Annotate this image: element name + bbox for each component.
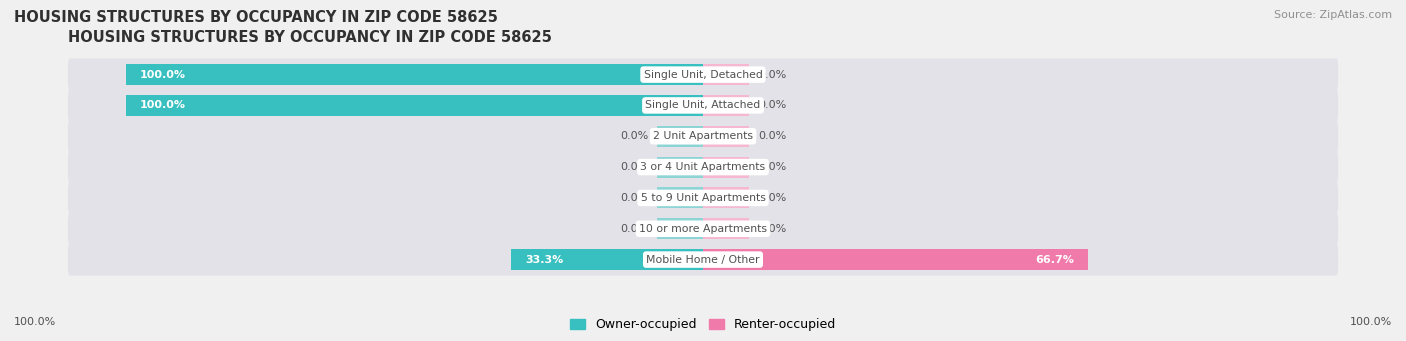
- FancyBboxPatch shape: [67, 151, 1339, 183]
- Bar: [703, 64, 749, 85]
- Text: 66.7%: 66.7%: [1035, 255, 1074, 265]
- Bar: [703, 249, 1088, 270]
- Text: Mobile Home / Other: Mobile Home / Other: [647, 255, 759, 265]
- Text: 100.0%: 100.0%: [141, 101, 186, 110]
- Text: 0.0%: 0.0%: [758, 101, 786, 110]
- Bar: [703, 95, 749, 116]
- FancyBboxPatch shape: [67, 89, 1339, 121]
- FancyBboxPatch shape: [67, 182, 1339, 214]
- Legend: Owner-occupied, Renter-occupied: Owner-occupied, Renter-occupied: [565, 313, 841, 336]
- Bar: [703, 218, 749, 239]
- Text: 0.0%: 0.0%: [620, 224, 648, 234]
- Bar: [703, 126, 749, 147]
- Text: HOUSING STRUCTURES BY OCCUPANCY IN ZIP CODE 58625: HOUSING STRUCTURES BY OCCUPANCY IN ZIP C…: [67, 30, 551, 45]
- Text: 0.0%: 0.0%: [758, 224, 786, 234]
- Text: Source: ZipAtlas.com: Source: ZipAtlas.com: [1274, 10, 1392, 20]
- Text: 0.0%: 0.0%: [620, 162, 648, 172]
- Text: 0.0%: 0.0%: [620, 193, 648, 203]
- Text: 100.0%: 100.0%: [14, 317, 56, 327]
- Text: 100.0%: 100.0%: [141, 70, 186, 79]
- FancyBboxPatch shape: [67, 120, 1339, 152]
- Text: Single Unit, Attached: Single Unit, Attached: [645, 101, 761, 110]
- Text: HOUSING STRUCTURES BY OCCUPANCY IN ZIP CODE 58625: HOUSING STRUCTURES BY OCCUPANCY IN ZIP C…: [14, 10, 498, 25]
- Text: 0.0%: 0.0%: [758, 162, 786, 172]
- Text: 33.3%: 33.3%: [526, 255, 564, 265]
- Text: 5 to 9 Unit Apartments: 5 to 9 Unit Apartments: [641, 193, 765, 203]
- Bar: [510, 249, 703, 270]
- Text: 2 Unit Apartments: 2 Unit Apartments: [652, 131, 754, 141]
- Bar: [125, 64, 703, 85]
- Bar: [657, 157, 703, 178]
- Bar: [657, 126, 703, 147]
- Text: 0.0%: 0.0%: [758, 193, 786, 203]
- Text: 3 or 4 Unit Apartments: 3 or 4 Unit Apartments: [641, 162, 765, 172]
- FancyBboxPatch shape: [67, 243, 1339, 276]
- Bar: [703, 157, 749, 178]
- Text: Single Unit, Detached: Single Unit, Detached: [644, 70, 762, 79]
- Text: 0.0%: 0.0%: [758, 70, 786, 79]
- Text: 0.0%: 0.0%: [620, 131, 648, 141]
- Bar: [125, 95, 703, 116]
- Bar: [703, 188, 749, 208]
- Text: 100.0%: 100.0%: [1350, 317, 1392, 327]
- Bar: [657, 188, 703, 208]
- Bar: [657, 218, 703, 239]
- Text: 10 or more Apartments: 10 or more Apartments: [638, 224, 768, 234]
- Text: 0.0%: 0.0%: [758, 131, 786, 141]
- FancyBboxPatch shape: [67, 213, 1339, 245]
- FancyBboxPatch shape: [67, 59, 1339, 91]
